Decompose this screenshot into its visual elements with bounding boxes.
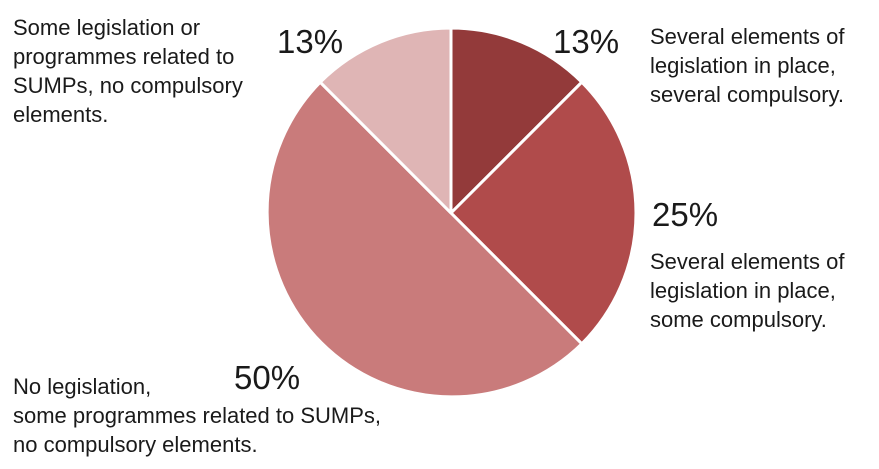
slice-4-description-line: Some legislation or xyxy=(13,15,201,40)
slice-4-description-line: SUMPs, no compulsory xyxy=(13,73,243,98)
slice-2-description-line: legislation in place, xyxy=(650,278,836,303)
pie-slice-4 xyxy=(318,26,453,215)
slice-2-description-line: some compulsory. xyxy=(650,307,827,332)
pie-slice-1 xyxy=(449,26,584,215)
slice-4-value-label: 13% xyxy=(277,23,344,60)
slice-3-value-label: 50% xyxy=(234,359,301,396)
slice-4-description: Some legislation or programmes related t… xyxy=(13,13,243,129)
slice-1-value-label: 13% xyxy=(553,23,620,60)
pie-slice-3 xyxy=(265,80,584,399)
slice-4-description-line: programmes related to xyxy=(13,44,235,69)
slice-1-description-line: Several elements of xyxy=(650,24,845,49)
slice-3-description-line: no compulsory elements. xyxy=(13,432,258,457)
slice-3-description-line: some programmes related to SUMPs, xyxy=(13,403,382,428)
slice-3-description-line: No legislation, xyxy=(13,374,152,399)
slice-1-description: Several elements of legislation in place… xyxy=(650,22,844,109)
slice-4-description-line: elements. xyxy=(13,102,109,127)
slice-1-description-line: several compulsory. xyxy=(650,82,844,107)
slice-2-description-line: Several elements of xyxy=(650,249,845,274)
slice-2-value-label: 25% xyxy=(652,196,719,233)
slice-1-description-line: legislation in place, xyxy=(650,53,836,78)
slice-3-description: No legislation, some programmes related … xyxy=(13,372,381,459)
slice-2-description: Several elements of legislation in place… xyxy=(650,247,844,334)
pie-slice-2 xyxy=(449,80,638,346)
